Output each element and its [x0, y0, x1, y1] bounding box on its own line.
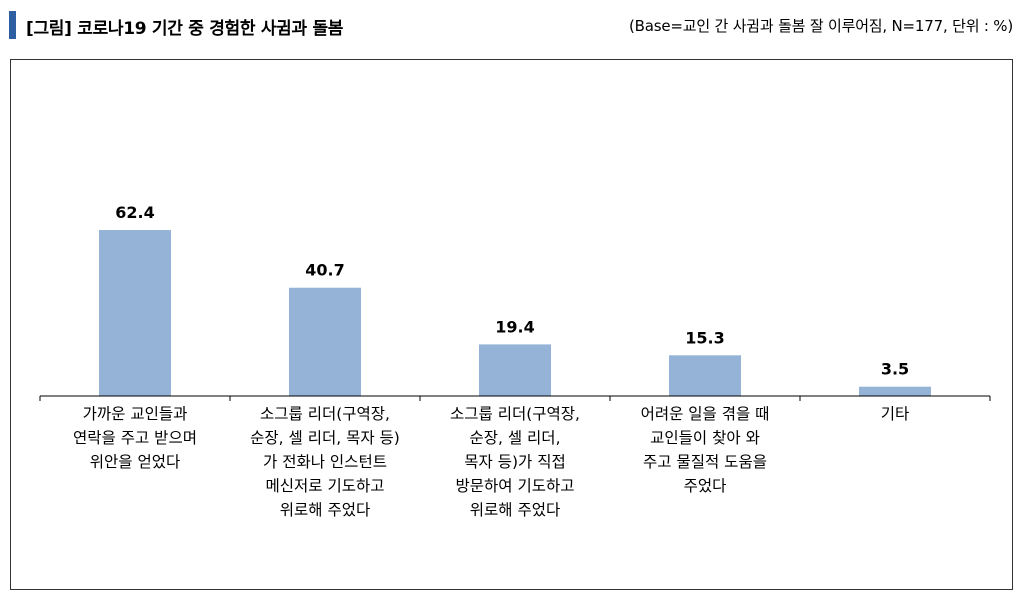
value-label-2: 40.7 [305, 261, 344, 280]
category-label-3-line-1: 소그룹 리더(구역장, [450, 405, 580, 423]
category-label-2-line-4: 메신저로 기도하고 [265, 477, 384, 495]
value-label-5: 3.5 [881, 360, 909, 379]
chart-title: [그림] 코로나19 기간 중 경험한 사귐과 돌봄 [26, 19, 344, 39]
category-label-1-line-1: 가까운 교인들과 [83, 405, 188, 423]
category-label-2-line-5: 위로해 주었다 [280, 501, 371, 519]
category-label-3-line-4: 방문하여 기도하고 [455, 477, 574, 495]
value-labels-group: 62.4 40.7 19.4 15.3 3.5 [115, 203, 909, 379]
category-label-3-line-3: 목자 등)가 직접 [464, 453, 565, 471]
bar-4 [669, 355, 741, 396]
category-label-1-line-3: 위안을 얻었다 [90, 453, 181, 471]
bar-5 [859, 386, 931, 396]
category-label-2-line-3: 가 전화나 인스턴트 [263, 453, 387, 471]
category-label-1-line-2: 연락을 주고 받으며 [73, 429, 197, 447]
category-label-2-line-1: 소그룹 리더(구역장, [260, 405, 390, 423]
category-label-4-line-2: 교인들이 찾아 와 [650, 429, 760, 447]
title-accent-bar [9, 11, 16, 39]
category-label-2-line-2: 순장, 셀 리더, 목자 등) [250, 429, 400, 447]
category-label-3-line-5: 위로해 주었다 [470, 501, 561, 519]
value-label-4: 15.3 [685, 328, 724, 347]
bar-3 [479, 344, 551, 396]
category-label-4-line-1: 어려운 일을 겪을 때 [641, 405, 770, 423]
chart-frame [10, 59, 1013, 590]
x-axis [39, 395, 991, 401]
bar-2 [289, 287, 361, 396]
category-label-3-line-2: 순장, 셀 리더, [469, 429, 560, 447]
value-label-3: 19.4 [495, 317, 534, 336]
value-label-1: 62.4 [115, 203, 154, 222]
bars-group [99, 230, 931, 396]
base-note: (Base=교인 간 사귐과 돌봄 잘 이루어짐, N=177, 단위 : %) [629, 17, 1013, 35]
category-label-4-line-3: 주고 물질적 도움을 [643, 453, 767, 471]
category-label-5-line-1: 기타 [881, 405, 910, 423]
bar-1 [99, 230, 171, 396]
category-label-4-line-4: 주었다 [684, 477, 727, 495]
